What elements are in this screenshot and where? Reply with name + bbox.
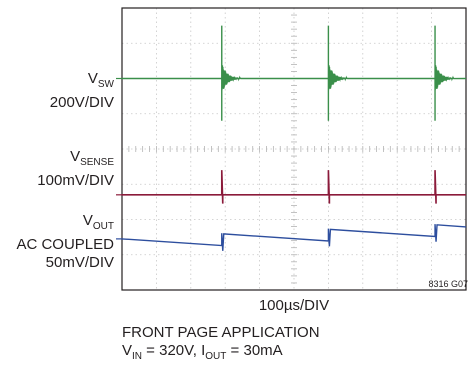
vout-label: VOUT AC COUPLED 50mV/DIV [0, 212, 114, 272]
caption-vin: V [122, 342, 133, 359]
vsw-label: VSW 200V/DIV [0, 70, 114, 112]
x-axis-label: 100µs/DIV [258, 297, 330, 314]
plot-frame [121, 7, 467, 291]
vsense-scale: 100mV/DIV [37, 172, 114, 189]
vout-trace [121, 224, 467, 251]
vsense-sub: SENSE [80, 157, 114, 168]
caption-iout-sub: OUT [205, 351, 227, 362]
vout-sub: OUT [92, 221, 114, 232]
vsense-main: V [70, 148, 81, 165]
vout-scale: 50mV/DIV [45, 254, 114, 271]
caption-end: = 30mA [226, 342, 283, 359]
caption-line1: FRONT PAGE APPLICATION [122, 324, 320, 341]
vout-main: V [82, 212, 93, 229]
caption-mid: = 320V, I [142, 342, 206, 359]
vsense-label: VSENSE 100mV/DIV [0, 148, 114, 190]
vsw-trace [122, 25, 467, 121]
figure-id: 8316 G07 [428, 279, 468, 289]
vout-coupling: AC COUPLED [16, 236, 114, 253]
vsw-scale: 200V/DIV [49, 94, 114, 111]
vsw-sub: SW [97, 79, 114, 90]
vsw-main: V [87, 70, 98, 87]
vsense-trace [122, 170, 466, 204]
caption-vin-sub: IN [132, 351, 143, 362]
caption: FRONT PAGE APPLICATION VIN = 320V, IOUT … [122, 324, 320, 366]
